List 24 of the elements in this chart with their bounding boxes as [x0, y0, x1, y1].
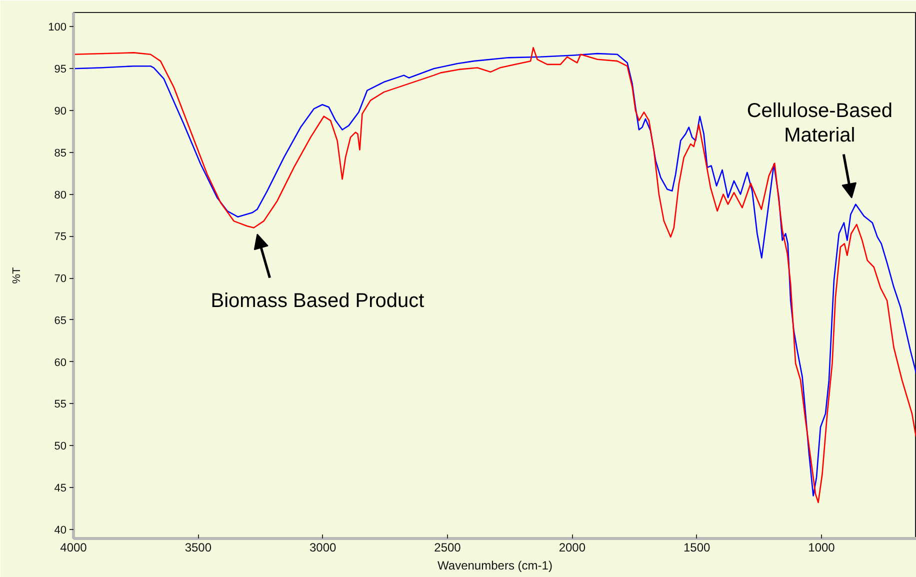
y-tick-label: 85 — [54, 147, 67, 160]
x-tick-label: 3500 — [184, 540, 212, 554]
y-tick-label: 65 — [54, 314, 67, 327]
y-tick-label: 55 — [54, 398, 67, 411]
x-tick-label: 3000 — [309, 540, 337, 554]
y-tick-label: 80 — [54, 189, 67, 202]
y-tick-label: 95 — [54, 64, 67, 76]
x-tick-label: 4000 — [60, 540, 88, 554]
annotation: Cellulose-Based Material — [746, 100, 892, 146]
annotation: Biomass Based Product — [210, 290, 425, 312]
x-tick-label: 1500 — [683, 540, 711, 554]
y-tick-label: 40 — [54, 524, 67, 536]
x-tick-label: 2000 — [558, 540, 586, 554]
y-tick-label: 75 — [54, 231, 67, 244]
x-tick-label: 1000 — [808, 540, 836, 554]
y-tick-label: 100 — [48, 22, 67, 34]
y-tick-label: 90 — [54, 105, 67, 118]
y-axis-title: %T — [11, 266, 24, 284]
x-axis-title: Wavenumbers (cm-1) — [438, 558, 552, 572]
y-tick-label: 50 — [54, 440, 67, 453]
y-tick-label: 45 — [54, 482, 67, 494]
x-tick-label: 2500 — [434, 540, 462, 554]
y-tick-label: 70 — [54, 273, 67, 286]
y-tick-label: 60 — [54, 356, 67, 369]
